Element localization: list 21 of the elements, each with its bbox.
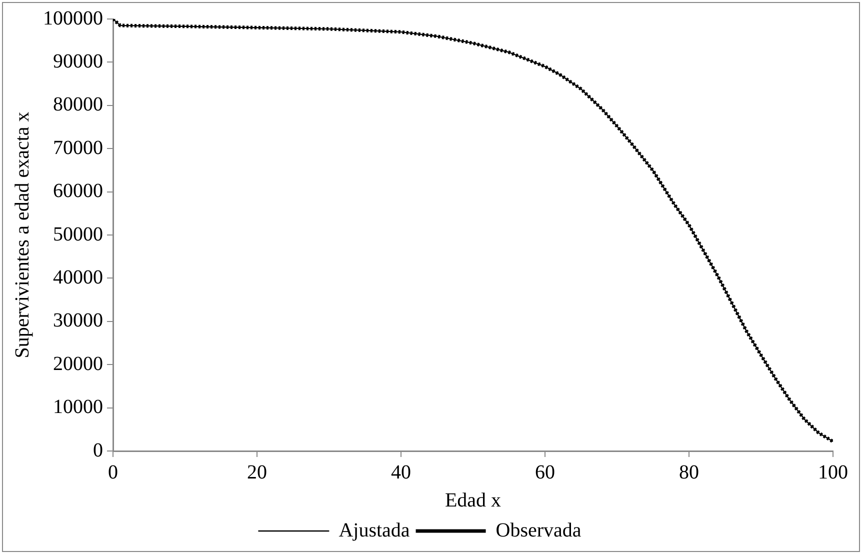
y-tick-label: 50000 <box>53 223 103 246</box>
y-tick-label: 40000 <box>53 266 103 288</box>
x-tick-label: 80 <box>679 461 699 484</box>
x-tick-label: 100 <box>818 461 848 484</box>
x-tick-label: 60 <box>535 461 555 484</box>
y-tick-label: 30000 <box>53 310 103 332</box>
y-tick-label: 90000 <box>53 50 103 72</box>
legend-label: Observada <box>496 519 582 542</box>
y-tick-label: 80000 <box>53 94 103 116</box>
x-tick-label: 0 <box>108 461 118 484</box>
y-tick-label: 60000 <box>53 180 103 202</box>
y-tick-label: 70000 <box>53 136 103 159</box>
y-tick-label: 10000 <box>53 396 103 418</box>
y-axis-title: Supervivientes a edad exacta x <box>11 112 34 358</box>
y-tick-label: 0 <box>93 439 103 462</box>
y-tick-label: 20000 <box>53 352 103 375</box>
legend-label: Ajustada <box>338 519 410 542</box>
x-tick-label: 20 <box>247 461 267 484</box>
x-tick-label: 40 <box>391 461 411 484</box>
y-tick-label: 100000 <box>43 7 103 30</box>
x-axis-title: Edad x <box>444 489 502 512</box>
